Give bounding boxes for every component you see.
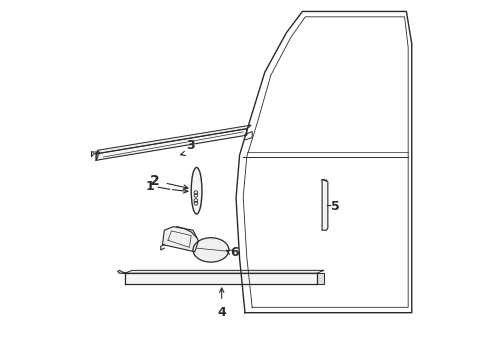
Polygon shape: [96, 129, 247, 160]
Ellipse shape: [191, 167, 202, 214]
Polygon shape: [96, 150, 98, 160]
Polygon shape: [322, 179, 328, 182]
Polygon shape: [125, 273, 317, 284]
Text: 1: 1: [146, 180, 155, 193]
Text: 6: 6: [230, 246, 239, 259]
Ellipse shape: [193, 238, 229, 262]
Text: 5: 5: [331, 201, 340, 213]
Polygon shape: [96, 125, 251, 154]
Polygon shape: [163, 226, 198, 252]
Polygon shape: [317, 273, 324, 284]
Text: 4: 4: [218, 306, 226, 319]
Text: 3: 3: [186, 139, 195, 152]
Polygon shape: [322, 180, 328, 230]
Polygon shape: [125, 270, 324, 273]
Polygon shape: [118, 270, 125, 273]
Text: 2: 2: [150, 175, 160, 188]
